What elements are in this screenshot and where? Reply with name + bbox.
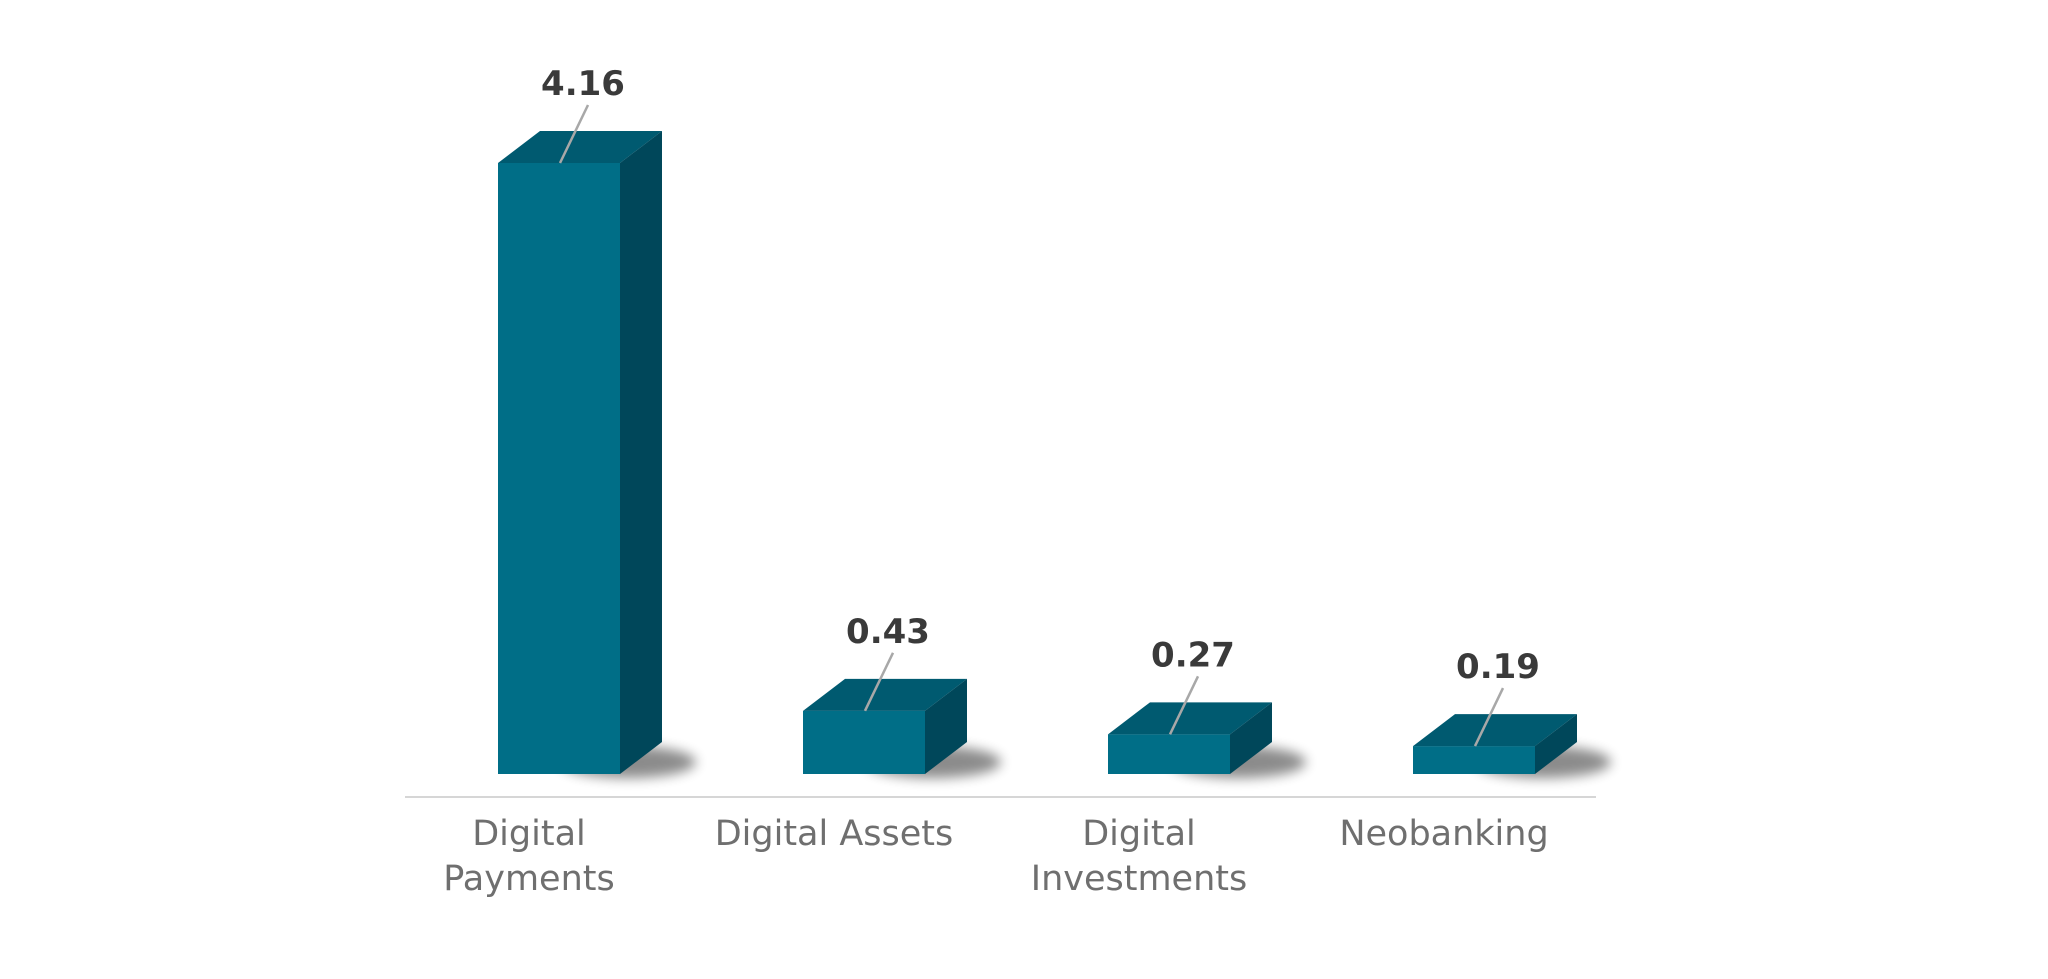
category-label: Payments [443, 859, 614, 899]
bars [498, 131, 1577, 774]
bar-top-face [498, 131, 662, 163]
category-labels: Digital Payments Digital Assets Digital Inve… [443, 814, 1548, 899]
bar-front-face [803, 710, 925, 774]
bar [498, 131, 662, 774]
leader-line [1473, 687, 1505, 747]
bar-front-face [1108, 734, 1230, 774]
leader-lines [558, 104, 1505, 747]
category-label: Investments [1031, 859, 1247, 899]
category-label: Digital Assets [715, 814, 954, 854]
data-label: 4.16 [541, 64, 625, 104]
data-labels: 4.16 0.43 0.27 0.19 [541, 64, 1540, 687]
bar-front-face [1413, 746, 1535, 774]
bar-front-face [498, 163, 620, 774]
leader-line [863, 652, 895, 712]
category-label: Digital [1082, 814, 1196, 854]
bar [1108, 702, 1272, 774]
bar [803, 678, 967, 774]
bar [1413, 714, 1577, 774]
bar-top-face [1108, 702, 1272, 735]
data-label: 0.43 [846, 612, 930, 652]
bar-side-face [1535, 714, 1577, 774]
leader-line [558, 104, 590, 164]
bar-side-face [1230, 702, 1272, 774]
leader-line [1168, 675, 1200, 735]
bar-top-face [803, 678, 967, 711]
data-label: 0.19 [1456, 647, 1540, 687]
data-label: 0.27 [1151, 635, 1235, 675]
bar-side-face [620, 131, 662, 774]
category-label: Digital [472, 814, 586, 854]
bar-top-face [1413, 714, 1577, 747]
bar-side-face [925, 678, 967, 774]
category-label: Neobanking [1339, 814, 1548, 854]
